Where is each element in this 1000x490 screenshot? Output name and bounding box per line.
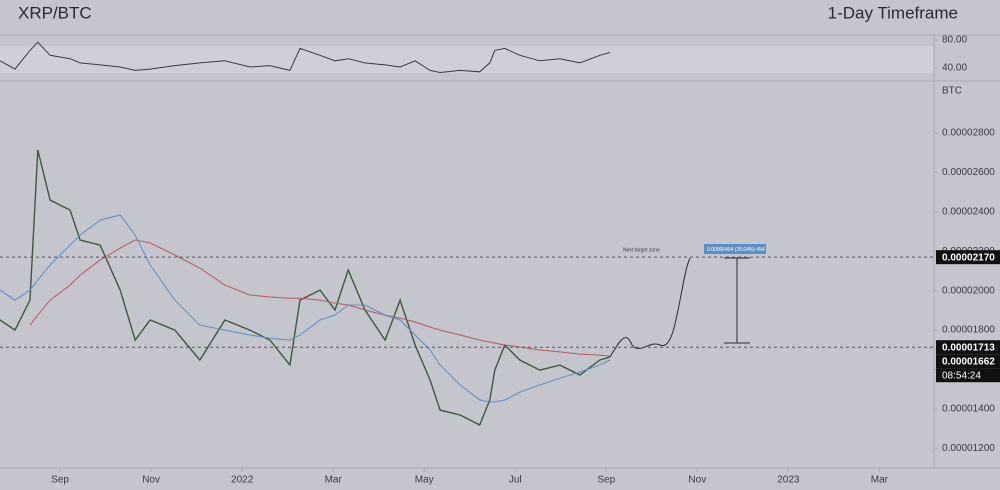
price-tag-label: 0.00002170 xyxy=(942,252,995,263)
chart-subtitle: 1-Day Timeframe xyxy=(828,3,958,22)
x-tick-label: Sep xyxy=(597,475,615,486)
y-tick-label: 0.00001400 xyxy=(942,404,995,415)
series-line xyxy=(0,149,611,426)
x-tick-label: Nov xyxy=(142,475,160,486)
y-tick-label: 0.00002400 xyxy=(942,206,995,217)
x-tick-label: Jul xyxy=(509,475,522,486)
rsi-tick-label: 40.00 xyxy=(942,62,967,73)
x-tick-label: 2022 xyxy=(231,475,254,486)
countdown: 08:54:24 xyxy=(942,370,981,381)
countdown-box xyxy=(936,368,1000,383)
x-tick-label: 2023 xyxy=(777,475,800,486)
y-tick-label: 0.00001200 xyxy=(942,443,995,454)
rsi-band xyxy=(0,46,934,73)
projection-path xyxy=(609,257,691,358)
series-line xyxy=(29,239,610,357)
series-line xyxy=(0,214,611,403)
rsi-tick-label: 80.00 xyxy=(942,35,967,46)
y-axis-label: BTC xyxy=(942,86,962,97)
y-tick-label: 0.00002600 xyxy=(942,167,995,178)
x-tick-label: Nov xyxy=(688,475,706,486)
annotation: Next target zone. xyxy=(623,247,661,253)
chart-title: XRP/BTC xyxy=(18,3,92,22)
y-tick-label: 0.00002800 xyxy=(942,128,995,139)
rsi-line xyxy=(0,41,611,74)
x-tick-label: Mar xyxy=(871,475,889,486)
x-tick-label: May xyxy=(415,475,434,486)
measure-label: 0.00000454 (25.04%) 454 xyxy=(707,247,765,253)
price-tag xyxy=(936,340,1000,355)
price-tag xyxy=(936,354,1000,369)
y-tick-label: 0.00002000 xyxy=(942,285,995,296)
price-tag-label: 0.00001713 xyxy=(942,342,995,353)
x-tick-label: Sep xyxy=(51,475,69,486)
price-tag xyxy=(936,250,1000,265)
y-tick-label: 0.00001800 xyxy=(942,325,995,336)
price-tag-label: 0.00001662 xyxy=(942,356,995,367)
x-tick-label: Mar xyxy=(325,475,343,486)
measure-box xyxy=(704,244,766,254)
